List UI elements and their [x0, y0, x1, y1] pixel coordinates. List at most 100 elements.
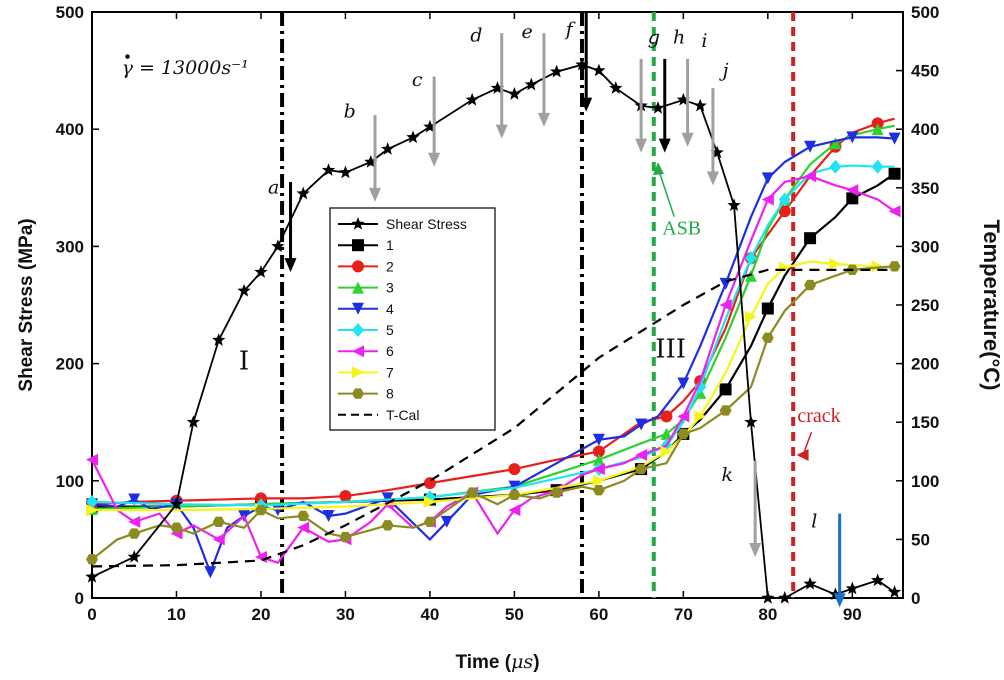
marker-hexagon	[254, 504, 267, 516]
callout-crack: crack	[796, 405, 841, 462]
arrow-label: a	[268, 177, 279, 199]
arrow-head	[681, 132, 694, 147]
arrow-head	[580, 97, 593, 112]
marker-hexagon	[466, 487, 479, 498]
arrow-head	[833, 593, 846, 608]
marker-triangle-left	[719, 299, 732, 311]
x-axis-title-unit: μs	[511, 651, 533, 673]
y-tick-label-left: 100	[56, 472, 84, 491]
marker-triangle-down	[677, 377, 690, 390]
marker-triangle-right	[829, 257, 842, 270]
marker-star	[381, 142, 395, 155]
arrow-j: j	[706, 59, 729, 186]
arrow-label: h	[673, 27, 685, 49]
x-tick-label: 20	[251, 605, 270, 624]
callout-label: crack	[797, 405, 840, 427]
x-tick-label: 30	[336, 605, 355, 624]
arrow-head	[635, 138, 648, 153]
marker-triangle-right	[423, 495, 436, 508]
legend-entry: 2	[338, 258, 394, 274]
marker-triangle-up	[744, 269, 757, 282]
marker-triangle-left	[804, 170, 817, 183]
legend-label: T-Cal	[386, 407, 419, 423]
marker-triangle-left	[212, 533, 225, 546]
marker-hexagon	[550, 487, 563, 498]
marker-triangle-left	[888, 205, 901, 218]
legend-label: 8	[386, 386, 394, 402]
x-axis-title-suffix: )	[533, 652, 539, 673]
arrow-head	[537, 112, 550, 127]
marker-star	[423, 119, 437, 133]
legend-entry: 4	[338, 301, 394, 317]
y-tick-label-right: 500	[911, 3, 939, 22]
marker-hexagon	[804, 279, 817, 291]
series-line	[91, 268, 895, 568]
x-tick-label: 70	[674, 605, 693, 624]
vertical-lines	[280, 12, 796, 598]
y-tick-label-right: 400	[911, 120, 939, 139]
x-tick-label: 0	[87, 605, 96, 624]
y-axis-title-right: Temperature(°C)	[979, 220, 1004, 391]
arrow-d: d	[470, 24, 508, 139]
arrow-label: f	[564, 18, 576, 40]
marker-triangle-down	[322, 509, 335, 522]
marker-diamond	[694, 380, 707, 395]
marker-diamond	[829, 159, 842, 174]
marker-triangle-down	[204, 566, 217, 579]
marker-star	[676, 92, 691, 106]
y-tick-label-right: 100	[911, 472, 939, 491]
marker-star	[761, 591, 775, 604]
marker-triangle-left	[761, 193, 774, 206]
marker-triangle-left	[846, 184, 859, 197]
marker-diamond	[778, 192, 791, 207]
marker-hexagon	[212, 516, 225, 528]
marker-circle	[339, 490, 352, 503]
arrow-label: d	[470, 24, 482, 46]
marker-triangle-down	[592, 433, 605, 446]
arrow-head	[284, 258, 297, 273]
marker-star	[169, 497, 184, 510]
marker-star	[744, 415, 758, 428]
marker-triangle-up	[660, 427, 673, 440]
marker-hexagon	[86, 554, 98, 565]
marker-triangle-down	[804, 140, 817, 153]
series-line	[91, 265, 895, 561]
legend-entry: 7	[338, 364, 394, 380]
marker-star	[237, 283, 251, 297]
marker-square	[761, 302, 774, 315]
marker-hexagon	[592, 484, 605, 496]
arrow-label: g	[648, 27, 660, 49]
marker-star	[592, 63, 606, 77]
y-tick-label-right: 300	[911, 237, 939, 256]
legend-label: 1	[386, 237, 394, 253]
legend-label: 2	[386, 258, 394, 274]
y-tick-label-left: 200	[56, 355, 84, 374]
y-tick-label-left: 500	[56, 3, 84, 22]
marker-star	[490, 81, 505, 94]
marker-triangle-down	[128, 493, 141, 506]
legend-entry: 6	[338, 343, 394, 359]
region-label: I	[239, 346, 249, 376]
strain-rate-dot	[125, 54, 130, 59]
legend-label: 3	[386, 280, 394, 296]
y-tick-label-right: 450	[911, 62, 939, 81]
marker-star	[212, 333, 226, 346]
marker-triangle-right	[660, 445, 673, 458]
marker-star	[296, 186, 310, 200]
marker-triangle-down	[846, 131, 859, 144]
arrow-label: c	[412, 69, 423, 91]
marker-star	[465, 92, 479, 106]
arrow-head	[495, 124, 508, 139]
marker-hexagon	[677, 428, 690, 440]
marker-circle	[660, 410, 673, 423]
marker-square	[888, 167, 901, 180]
legend-entry: Shear Stress	[338, 216, 467, 232]
arrow-f: f	[564, 12, 593, 112]
series-8	[86, 261, 901, 565]
arrow-head	[706, 171, 719, 186]
legend-label: 7	[386, 364, 394, 380]
region-label: III	[655, 335, 686, 365]
y-tick-label-right: 350	[911, 179, 939, 198]
marker-star	[85, 569, 99, 583]
